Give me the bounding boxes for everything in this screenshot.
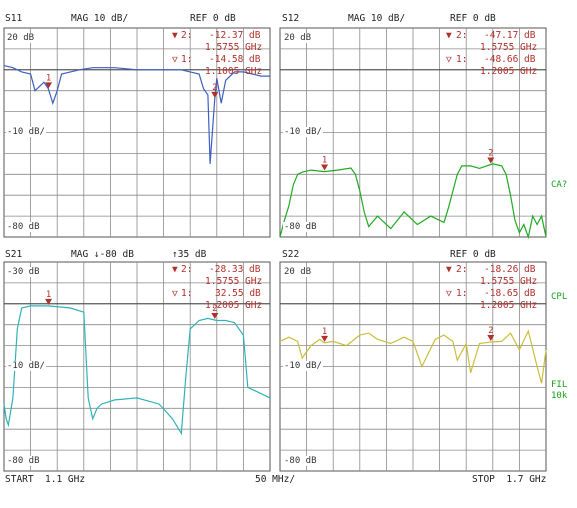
s22-trace <box>279 329 547 384</box>
s11-ref-label: REF 0 dB <box>190 13 236 24</box>
s12-marker-1-label: 1 <box>322 156 327 166</box>
s12-marker1-symbol: ▽ <box>446 54 452 65</box>
s12-trace <box>279 163 547 240</box>
s22-param-label: S22 <box>282 249 300 260</box>
s11-marker-2-label: 2 <box>212 83 217 93</box>
s11-marker2-symbol: ▼ <box>172 30 178 41</box>
s11-marker1-label: 1: <box>181 54 193 65</box>
s12-format-label: MAG 10 dB/ <box>348 13 406 24</box>
s12-marker2-label: 2: <box>456 30 468 41</box>
s11-marker2-freq: 1.5755 GHz <box>205 42 263 53</box>
s11-marker2-label: 2: <box>181 30 193 41</box>
s22-marker-2-label: 2 <box>488 326 493 336</box>
s21-marker2-symbol: ▼ <box>172 264 178 275</box>
footer-start: START 1.1 GHz <box>5 474 86 485</box>
s21-marker1-freq: 1.2005 GHz <box>205 300 263 311</box>
s11-marker1-freq: 1.1005 GHz <box>205 66 263 77</box>
s21-marker-2-symbol <box>211 313 219 320</box>
s12-scale-top: 20 dB <box>283 33 313 43</box>
s21-format-label: MAG ↓-80 dB <box>71 249 134 260</box>
s22-scale-top: 20 dB <box>283 267 313 277</box>
s21-marker2-label: 2: <box>181 264 193 275</box>
s21-marker-2-label: 2 <box>212 304 217 314</box>
s12-marker-2-symbol <box>487 157 495 164</box>
s12-marker2-value: -47.17 dB <box>484 30 536 41</box>
s12-marker1-freq: 1.2005 GHz <box>480 66 538 77</box>
s21-scale-top: -30 dB <box>6 267 41 277</box>
s22-marker2-freq: 1.5755 GHz <box>480 276 538 287</box>
s11-marker-1-label: 1 <box>46 73 51 83</box>
s22-marker2-value: -18.26 dB <box>484 264 536 275</box>
s22-marker2-symbol: ▼ <box>446 264 452 275</box>
s12-side-label: CA? <box>551 180 568 190</box>
s21-marker-1-symbol <box>45 298 53 305</box>
s22-marker1-symbol: ▽ <box>446 288 452 299</box>
s11-marker-1-symbol <box>45 82 53 89</box>
s11-format-label: MAG 10 dB/ <box>71 13 129 24</box>
s22-scale-mid: -10 dB/ <box>283 361 323 371</box>
s12-marker-2-label: 2 <box>488 149 493 159</box>
s21-param-label: S21 <box>5 249 23 260</box>
s11-marker-2-symbol <box>211 91 219 98</box>
s22-side-label: CPL <box>551 292 568 302</box>
s11-param-label: S11 <box>5 13 23 24</box>
s12-scale-bottom: -80 dB <box>283 222 318 232</box>
s21-trace <box>3 305 271 436</box>
s22-marker1-label: 1: <box>456 288 468 299</box>
s22-marker1-freq: 1.2005 GHz <box>480 300 538 311</box>
footer-stop: STOP 1.7 GHz <box>472 474 547 485</box>
s21-marker2-value: -28.33 dB <box>209 264 261 275</box>
s11-marker1-symbol: ▽ <box>172 54 178 65</box>
s22-marker-1-label: 1 <box>322 327 327 337</box>
s12-ref-label: REF 0 dB <box>450 13 496 24</box>
s21-marker1-value: 32.55 dB <box>215 288 261 299</box>
s22-marker1-value: -18.65 dB <box>484 288 536 299</box>
s12-marker-1-symbol <box>321 164 329 171</box>
s12-marker1-label: 1: <box>456 54 468 65</box>
s12-marker2-freq: 1.5755 GHz <box>480 42 538 53</box>
s11-scale-bottom: -80 dB <box>6 222 41 232</box>
s22-marker-2-symbol <box>487 335 495 342</box>
s21-marker-1-label: 1 <box>46 290 51 300</box>
s21-marker1-symbol: ▽ <box>172 288 178 299</box>
s11-marker2-value: -12.37 dB <box>209 30 261 41</box>
s22-ref-label: REF 0 dB <box>450 249 496 260</box>
s21-ref-label: ↑35 dB <box>172 249 207 260</box>
s11-scale-top: 20 dB <box>6 33 36 43</box>
s22-marker-1-symbol <box>321 335 329 342</box>
s12-scale-mid: -10 dB/ <box>283 127 323 137</box>
s22-scale-bottom: -80 dB <box>283 456 318 466</box>
s11-marker1-value: -14.58 dB <box>209 54 261 65</box>
s12-marker2-symbol: ▼ <box>446 30 452 41</box>
s12-param-label: S12 <box>282 13 300 24</box>
s21-marker2-freq: 1.5755 GHz <box>205 276 263 287</box>
s21-scale-mid: -10 dB/ <box>6 361 46 371</box>
s22-marker2-label: 2: <box>456 264 468 275</box>
s11-scale-mid: -10 dB/ <box>6 127 46 137</box>
footer-span: 50 MHz/ <box>255 474 296 485</box>
s22-side-label-filter: FIL 10k <box>551 380 568 401</box>
s21-marker1-label: 1: <box>181 288 193 299</box>
s11-trace <box>3 65 270 164</box>
s12-marker1-value: -48.66 dB <box>484 54 536 65</box>
s21-scale-bottom: -80 dB <box>6 456 41 466</box>
